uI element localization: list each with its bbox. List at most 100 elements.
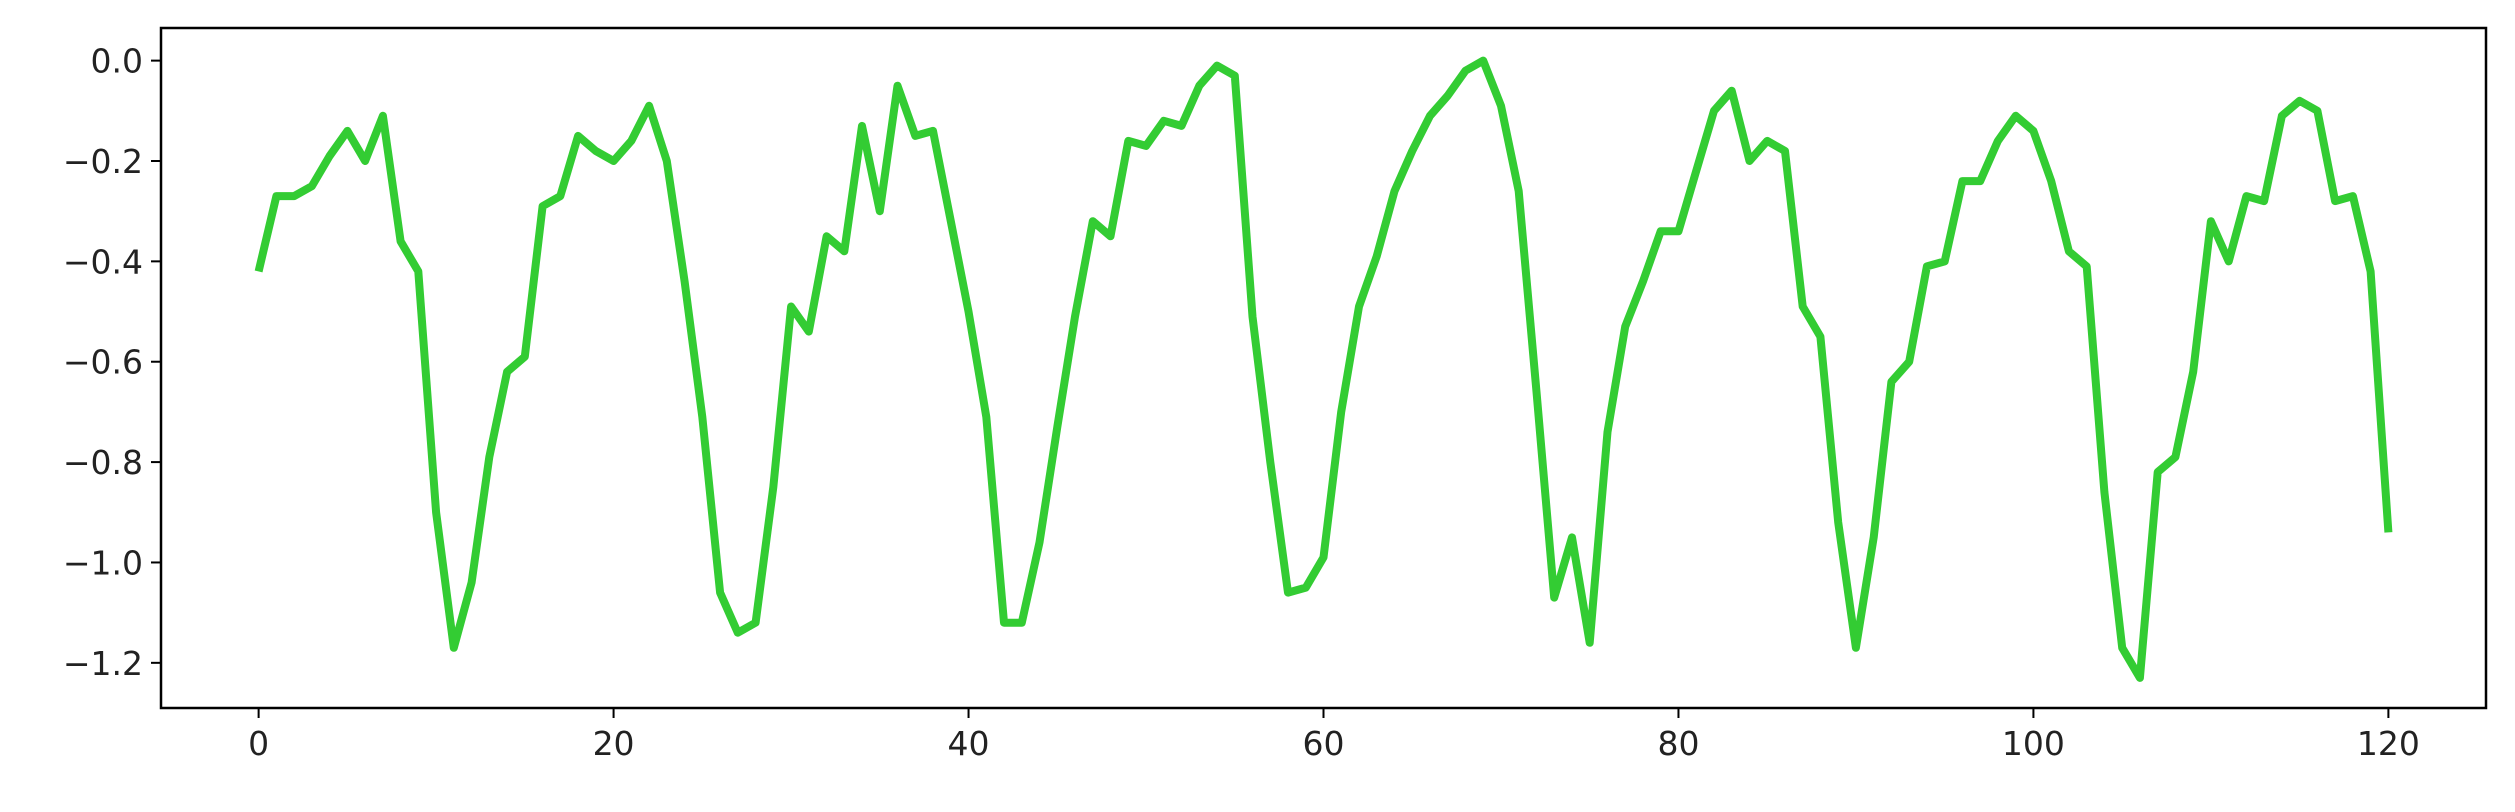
y-tick-label: 0.0	[91, 42, 143, 81]
data-point	[1234, 75, 1235, 76]
data-point	[1075, 316, 1076, 317]
data-point	[1057, 427, 1058, 428]
data-point	[1412, 151, 1413, 152]
axis-ticks: 0 20 40 60 80 100 120 0.0 −0.2 −0.4 −0.6 −0.8 −1.0 −1…	[63, 42, 2420, 763]
data-point	[453, 647, 454, 648]
data-point	[1536, 391, 1537, 392]
data-point	[1305, 587, 1306, 588]
data-point	[2033, 130, 2034, 131]
data-point	[950, 221, 951, 222]
data-point	[1199, 85, 1200, 86]
data-point	[1643, 281, 1644, 282]
data-point	[1962, 181, 1963, 182]
data-point	[1092, 221, 1093, 222]
data-point	[1855, 647, 1856, 648]
data-point	[2370, 271, 2371, 272]
data-point	[986, 416, 987, 417]
data-point	[773, 487, 774, 488]
data-point	[808, 331, 809, 332]
data-point	[755, 622, 756, 623]
data-point	[1021, 622, 1022, 623]
data-point	[329, 156, 330, 157]
data-point	[1146, 145, 1147, 146]
data-point	[1909, 361, 1910, 362]
data-point	[1660, 231, 1661, 232]
data-point	[1731, 90, 1732, 91]
data-point	[1501, 105, 1502, 106]
data-point	[542, 206, 543, 207]
y-tick-label: −0.4	[63, 242, 143, 281]
data-point	[1376, 256, 1377, 257]
data-point	[2104, 492, 2105, 493]
data-point	[489, 457, 490, 458]
data-point	[826, 236, 827, 237]
data-point	[2051, 181, 2052, 182]
data-point	[1465, 70, 1466, 71]
data-point	[2281, 115, 2282, 116]
data-point	[311, 186, 312, 187]
data-point	[791, 306, 792, 307]
series-line-0	[254, 56, 2393, 682]
data-point	[2264, 201, 2265, 202]
data-point	[560, 196, 561, 197]
data-point	[2388, 532, 2389, 533]
data-point	[1270, 462, 1271, 463]
data-point	[2193, 371, 2194, 372]
x-tick-label: 100	[2002, 724, 2065, 763]
data-point	[1802, 306, 1803, 307]
data-point	[418, 271, 419, 272]
data-point	[1891, 381, 1892, 382]
data-point	[1323, 557, 1324, 558]
data-point	[1625, 326, 1626, 327]
data-point	[613, 161, 614, 162]
data-point	[436, 512, 437, 513]
data-point	[1714, 110, 1715, 111]
y-tick-label: −0.8	[63, 443, 143, 482]
data-point	[1749, 161, 1750, 162]
data-point	[1944, 261, 1945, 262]
data-point	[524, 356, 525, 357]
data-point	[595, 151, 596, 152]
data-point	[1288, 592, 1289, 593]
y-tick-label: −1.0	[63, 543, 143, 582]
data-point	[2210, 221, 2211, 222]
data-point	[702, 416, 703, 417]
data-point	[933, 130, 934, 131]
y-tick-label: −1.2	[63, 644, 143, 683]
x-tick-label: 80	[1657, 724, 1699, 763]
data-point	[631, 140, 632, 141]
data-point	[347, 130, 348, 131]
data-point	[1926, 266, 1927, 267]
data-point	[1518, 191, 1519, 192]
data-point	[1181, 125, 1182, 126]
data-point	[382, 115, 383, 116]
data-point	[2157, 472, 2158, 473]
data-point	[2086, 266, 2087, 267]
x-tick-label: 40	[948, 724, 990, 763]
data-point	[2299, 100, 2300, 101]
data-point	[471, 582, 472, 583]
y-tick-label: −0.2	[63, 142, 143, 181]
data-point	[737, 632, 738, 633]
data-point	[507, 371, 508, 372]
data-point	[2068, 251, 2069, 252]
data-point	[1980, 181, 1981, 182]
data-point	[720, 592, 721, 593]
data-point	[879, 211, 880, 212]
data-point	[666, 161, 667, 162]
data-point	[1589, 642, 1590, 643]
data-point	[294, 196, 295, 197]
data-point	[1217, 65, 1218, 66]
data-point	[400, 241, 401, 242]
data-point	[258, 271, 259, 272]
data-point	[1252, 316, 1253, 317]
x-tick-label: 60	[1303, 724, 1345, 763]
data-point	[1110, 236, 1111, 237]
data-point	[1873, 537, 1874, 538]
plot-marks	[254, 56, 2393, 682]
data-point	[1785, 151, 1786, 152]
data-point	[897, 85, 898, 86]
data-point	[2246, 196, 2247, 197]
data-point	[968, 311, 969, 312]
